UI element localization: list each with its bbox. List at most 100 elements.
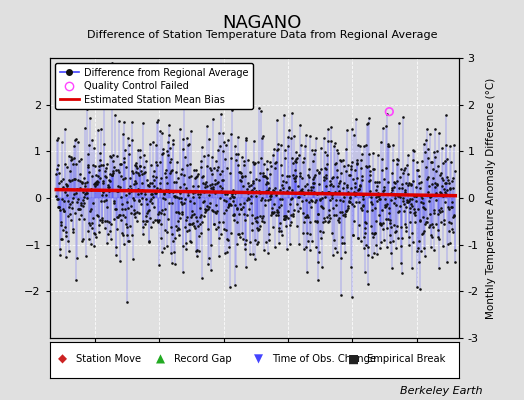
Point bbox=[364, 252, 373, 259]
Point bbox=[369, 150, 377, 157]
Point bbox=[294, 188, 303, 195]
Point bbox=[100, 198, 108, 204]
Point bbox=[65, 248, 73, 254]
Point bbox=[230, 194, 238, 200]
Point bbox=[270, 188, 279, 194]
Point bbox=[52, 192, 61, 199]
Point bbox=[131, 178, 139, 184]
Point bbox=[224, 202, 233, 208]
Point bbox=[53, 137, 61, 143]
Point bbox=[428, 181, 436, 187]
Point bbox=[223, 190, 232, 197]
Point bbox=[369, 166, 378, 173]
Point bbox=[364, 244, 372, 250]
Point bbox=[156, 128, 164, 134]
Point bbox=[301, 214, 309, 220]
Point bbox=[286, 219, 294, 226]
Point bbox=[129, 170, 137, 177]
Point bbox=[194, 248, 203, 254]
Point bbox=[144, 208, 152, 214]
Point bbox=[262, 174, 270, 180]
Point bbox=[397, 260, 406, 266]
Point bbox=[375, 196, 384, 202]
Point bbox=[221, 250, 230, 256]
Point bbox=[342, 208, 350, 214]
Point bbox=[146, 180, 155, 186]
Point bbox=[214, 179, 223, 185]
Point bbox=[335, 219, 344, 225]
Point bbox=[319, 135, 328, 142]
Point bbox=[182, 239, 191, 246]
Point bbox=[270, 146, 278, 152]
Point bbox=[157, 174, 166, 181]
Point bbox=[136, 163, 145, 169]
Point bbox=[319, 218, 327, 225]
Point bbox=[329, 182, 337, 189]
Point bbox=[415, 173, 423, 179]
Point bbox=[402, 180, 410, 186]
Point bbox=[379, 188, 387, 194]
Point bbox=[66, 211, 74, 217]
Point bbox=[429, 165, 437, 172]
Point bbox=[70, 143, 78, 149]
Point bbox=[445, 228, 453, 234]
Point bbox=[162, 174, 170, 180]
Point bbox=[278, 182, 287, 188]
Point bbox=[313, 167, 321, 174]
Point bbox=[262, 181, 270, 188]
Point bbox=[219, 219, 227, 226]
Point bbox=[82, 106, 91, 112]
Point bbox=[306, 246, 314, 253]
Point bbox=[212, 158, 220, 164]
Point bbox=[324, 189, 333, 196]
Point bbox=[100, 140, 108, 147]
Point bbox=[271, 164, 280, 171]
Point bbox=[72, 186, 81, 192]
Point bbox=[318, 195, 326, 201]
Point bbox=[110, 198, 118, 204]
Point bbox=[443, 174, 451, 180]
Point bbox=[169, 141, 177, 147]
Point bbox=[190, 211, 199, 218]
Point bbox=[265, 237, 273, 243]
Text: Record Gap: Record Gap bbox=[174, 354, 232, 364]
Point bbox=[145, 183, 153, 189]
Point bbox=[232, 156, 240, 163]
Point bbox=[408, 264, 416, 271]
Point bbox=[90, 145, 98, 151]
Point bbox=[249, 251, 257, 257]
Point bbox=[250, 160, 259, 166]
Point bbox=[235, 177, 244, 183]
Point bbox=[282, 213, 291, 220]
Point bbox=[204, 255, 213, 262]
Point bbox=[168, 167, 177, 174]
Point bbox=[122, 299, 130, 305]
Point bbox=[419, 214, 428, 220]
Point bbox=[231, 282, 239, 288]
Point bbox=[325, 206, 334, 213]
Point bbox=[442, 191, 450, 198]
Point bbox=[411, 211, 420, 218]
Point bbox=[178, 211, 186, 217]
Text: Time of Obs. Change: Time of Obs. Change bbox=[272, 354, 377, 364]
Point bbox=[135, 198, 144, 204]
Point bbox=[229, 198, 237, 204]
Point bbox=[440, 221, 448, 228]
Point bbox=[159, 146, 167, 152]
Point bbox=[180, 181, 189, 188]
Point bbox=[199, 173, 207, 179]
Point bbox=[370, 166, 378, 172]
Point bbox=[129, 181, 138, 187]
Point bbox=[449, 175, 457, 182]
Point bbox=[159, 244, 168, 251]
Point bbox=[268, 187, 277, 193]
Point bbox=[135, 210, 143, 216]
Point bbox=[150, 204, 158, 210]
Point bbox=[361, 230, 369, 236]
Point bbox=[63, 192, 72, 198]
Point bbox=[222, 198, 230, 204]
Point bbox=[106, 170, 114, 177]
Point bbox=[326, 197, 335, 203]
Point bbox=[88, 137, 96, 143]
Point bbox=[89, 230, 97, 237]
